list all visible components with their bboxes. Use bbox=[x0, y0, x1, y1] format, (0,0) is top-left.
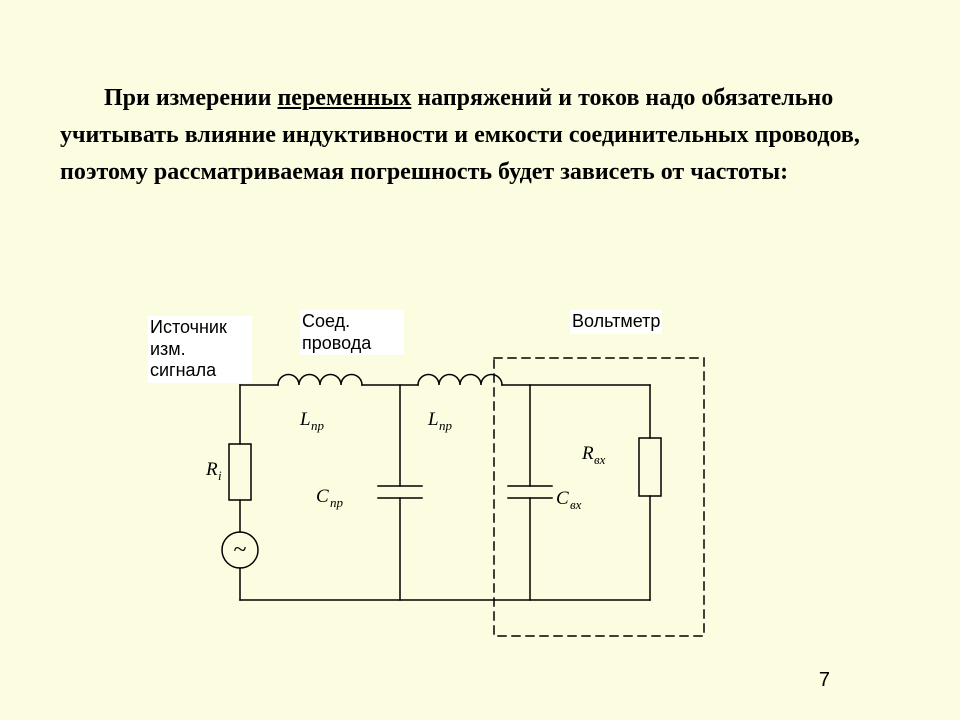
svg-text:пр: пр bbox=[330, 495, 344, 510]
resistor-Rvx bbox=[639, 438, 661, 496]
label-Cpr: C пр bbox=[316, 486, 344, 510]
label-Ri: R i bbox=[205, 459, 222, 483]
label-L2: L пр bbox=[427, 409, 453, 433]
svg-text:С: С bbox=[556, 488, 569, 509]
resistor-Ri bbox=[229, 444, 251, 500]
inductor-L2 bbox=[418, 375, 502, 386]
label-Cvx: С вх bbox=[556, 488, 582, 512]
svg-text:вх: вх bbox=[594, 452, 606, 467]
svg-text:C: C bbox=[316, 486, 329, 507]
inductor-L1 bbox=[278, 375, 362, 386]
svg-text:пр: пр bbox=[311, 418, 325, 433]
svg-text:L: L bbox=[427, 409, 439, 430]
label-L1: L пр bbox=[299, 409, 325, 433]
svg-text:пр: пр bbox=[439, 418, 453, 433]
svg-text:L: L bbox=[299, 409, 311, 430]
ac-glyph: ~ bbox=[234, 537, 247, 563]
voltmeter-box bbox=[494, 358, 704, 636]
label-Rvx: R вх bbox=[581, 443, 606, 467]
circuit-diagram: ~ R i L пр L пр C пр С вх R вх bbox=[0, 0, 960, 720]
page-number: 7 bbox=[819, 669, 830, 692]
svg-text:R: R bbox=[581, 443, 594, 464]
svg-text:R: R bbox=[205, 459, 218, 480]
svg-text:i: i bbox=[218, 468, 222, 483]
svg-text:вх: вх bbox=[570, 497, 582, 512]
